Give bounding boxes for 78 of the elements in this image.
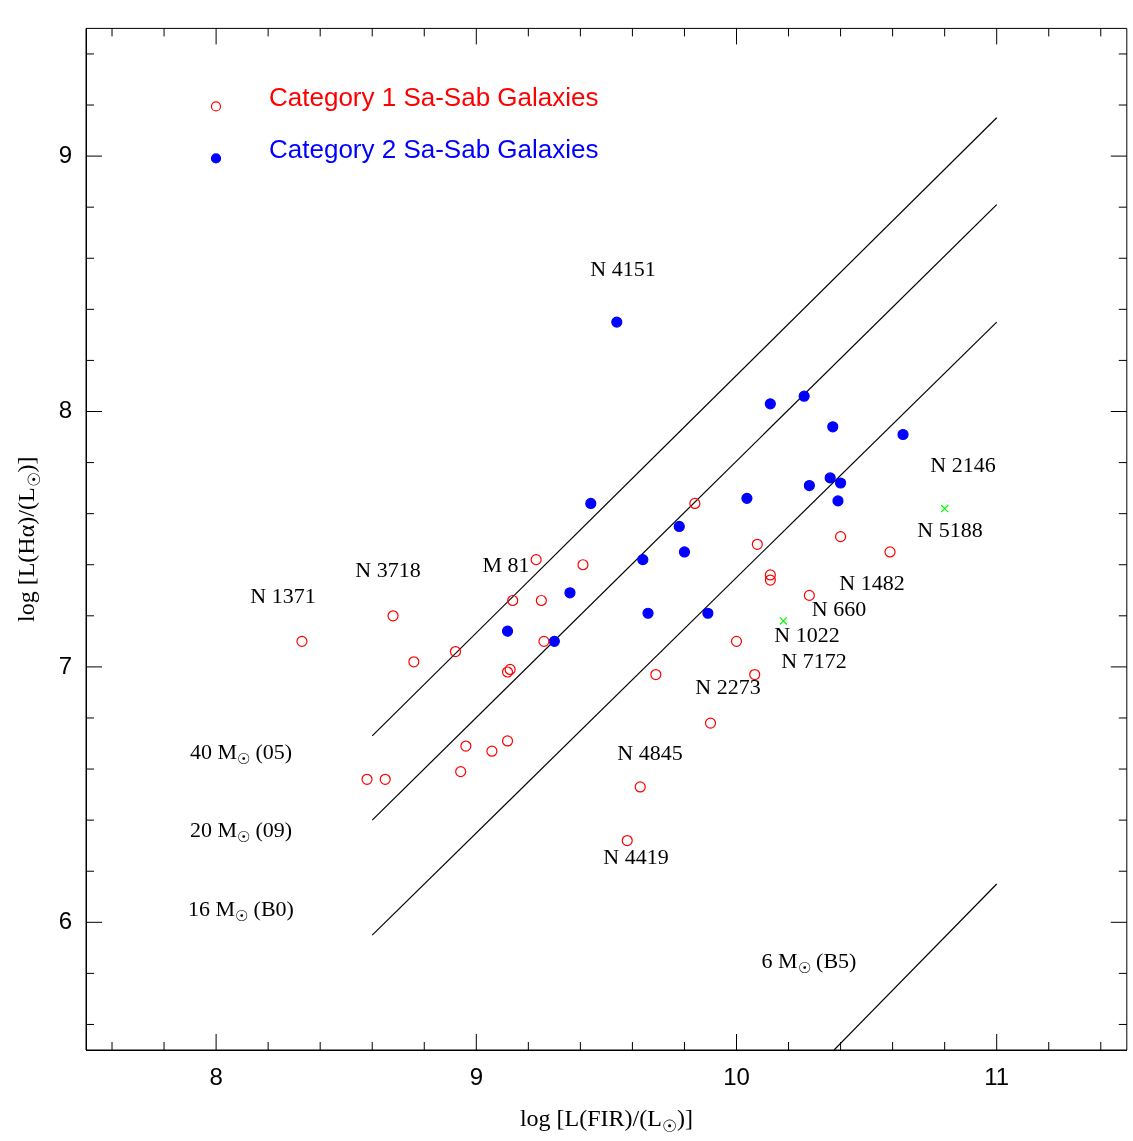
x-tick-label: 9 [469, 1063, 483, 1091]
annotation: N 660 [811, 595, 867, 621]
point [460, 740, 472, 752]
legend-label: Category 1 Sa-Sab Galaxies [269, 81, 599, 112]
point [749, 668, 761, 681]
y-tick-label: 9 [58, 140, 72, 168]
x-tick-label: 10 [723, 1063, 750, 1091]
point [803, 479, 815, 492]
annotation: N 7172 [781, 647, 847, 673]
point [637, 554, 649, 566]
point [834, 531, 847, 543]
y-tick-label: 7 [58, 651, 72, 679]
x-tick-label: 11 [984, 1063, 1010, 1091]
annotation: N 5188 [917, 516, 983, 542]
point [634, 781, 646, 793]
point [535, 594, 547, 607]
x-axis-title: log [L(FIR)/(L☉)] [519, 1105, 693, 1136]
point [704, 717, 717, 729]
y-tick-label: 6 [58, 906, 72, 934]
point [702, 607, 714, 619]
y-axis-title: log [L(Hα)/(L☉)] [13, 456, 44, 622]
point [764, 398, 776, 410]
annotation: 40 M☉ (05) [189, 738, 293, 767]
point [501, 625, 514, 637]
point [751, 538, 763, 550]
point [803, 589, 815, 601]
point [449, 645, 462, 658]
point [621, 834, 633, 847]
point [507, 594, 519, 607]
point [884, 546, 896, 558]
point [678, 546, 691, 558]
point [455, 766, 467, 778]
annotation: N 2146 [930, 451, 996, 477]
point [940, 504, 949, 513]
annotation: N 1022 [774, 621, 840, 647]
point [798, 390, 810, 402]
legend-label: Category 2 Sa-Sab Galaxies [269, 133, 599, 164]
point [501, 735, 514, 747]
point [673, 520, 685, 533]
annotation: M 81 [482, 551, 530, 577]
point [577, 559, 589, 571]
point [650, 668, 662, 681]
point [611, 316, 623, 328]
annotation: N 3718 [355, 556, 421, 582]
point [834, 477, 847, 489]
point [827, 421, 839, 433]
annotation: 16 M☉ (B0) [188, 895, 294, 924]
annotation: N 4845 [617, 739, 683, 765]
point [486, 745, 498, 757]
point [408, 656, 420, 668]
point [379, 773, 391, 785]
point [361, 773, 373, 785]
point [764, 569, 776, 581]
point [730, 635, 743, 647]
point [296, 635, 308, 647]
annotation: N 1371 [250, 582, 316, 608]
point [741, 492, 753, 504]
point [824, 472, 836, 484]
annotation: N 1482 [839, 569, 905, 595]
point [779, 616, 788, 626]
annotation: 6 M☉ (B5) [761, 947, 857, 976]
point [832, 495, 844, 507]
point [387, 610, 399, 622]
point [897, 428, 909, 441]
point [585, 497, 597, 510]
point [642, 607, 654, 619]
point [538, 635, 550, 647]
y-tick-label: 8 [58, 396, 72, 424]
point [689, 497, 701, 510]
annotation: N 4419 [603, 843, 669, 869]
annotation: N 4151 [590, 255, 656, 281]
annotation: N 2273 [695, 673, 761, 699]
point [564, 587, 576, 599]
annotation: 20 M☉ (09) [189, 816, 293, 845]
x-tick-label: 8 [209, 1063, 223, 1091]
point [530, 554, 542, 566]
point [548, 635, 560, 647]
point [764, 574, 776, 586]
